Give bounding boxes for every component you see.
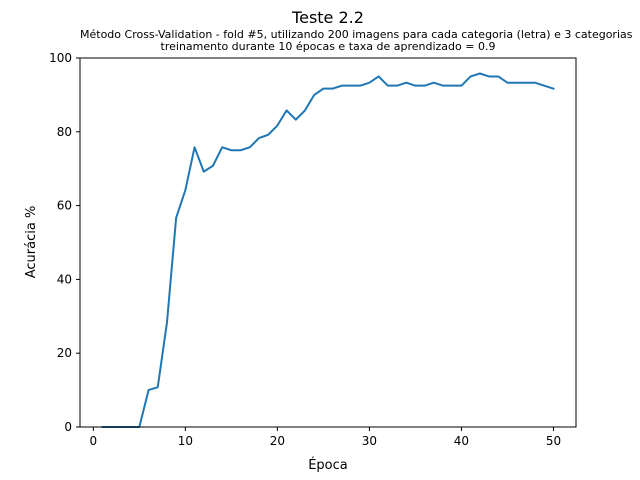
- y-tick-label: 60: [57, 199, 72, 213]
- x-tick-label: 50: [546, 434, 561, 448]
- axes-frame: [79, 57, 577, 428]
- x-tick-label: 40: [454, 434, 469, 448]
- y-tick-label: 80: [57, 125, 72, 139]
- x-tick-label: 10: [178, 434, 193, 448]
- y-tick-label: 20: [57, 346, 72, 360]
- x-tick-label: 30: [362, 434, 377, 448]
- x-tick-label: 20: [270, 434, 285, 448]
- chart-subtitle-line-1: Método Cross-Validation - fold #5, utili…: [80, 28, 633, 41]
- chart-subtitle-line-2: treinamento durante 10 épocas e taxa de …: [160, 40, 496, 53]
- y-tick-label: 40: [57, 272, 72, 286]
- x-axis-label: Época: [308, 457, 348, 473]
- y-tick-label: 100: [49, 51, 72, 65]
- chart-title: Teste 2.2: [292, 8, 364, 27]
- y-axis-label: Acurácia %: [24, 206, 39, 279]
- accuracy-series-line: [101, 72, 555, 428]
- y-tick-label: 0: [64, 420, 72, 434]
- x-tick-label: 0: [90, 434, 98, 448]
- plot-area: 0 10 20 30 40 50 0 20 40 60 80 100: [49, 51, 577, 448]
